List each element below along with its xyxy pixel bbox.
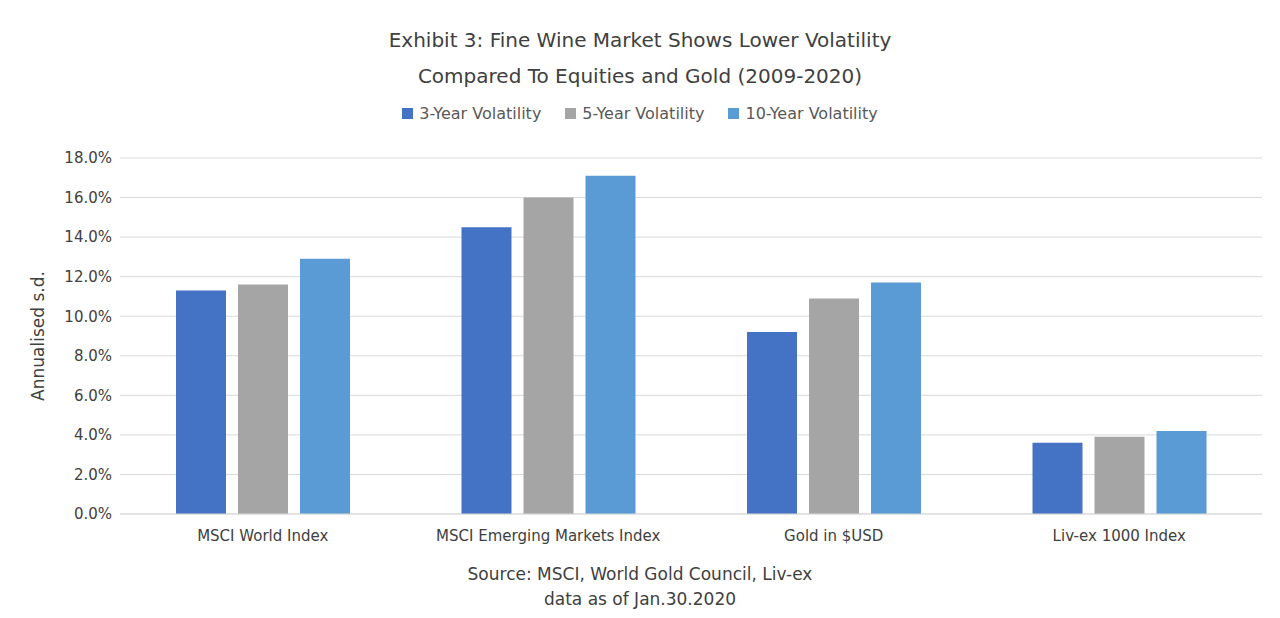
html-text:Source: MSCI, World Gold Counc: Source: MSCI, World Gold Council, Liv-ex <box>467 564 813 584</box>
svg-text:Gold in $USD: Gold in $USD <box>784 527 883 545</box>
svg-text:12.0%: 12.0% <box>64 268 112 286</box>
html-text:3-Year Volatility: 3-Year Volatility <box>419 104 542 123</box>
html-text:Exhibit 3: Fine Wine Market Sh: Exhibit 3: Fine Wine Market Shows Lower … <box>388 28 892 52</box>
svg-text:18.0%: 18.0% <box>64 149 112 167</box>
html-text:data as of Jan.30.2020: data as of Jan.30.2020 <box>544 589 736 609</box>
html-text:10-Year Volatility: 10-Year Volatility <box>745 104 878 123</box>
svg-text:8.0%: 8.0% <box>74 347 112 365</box>
svg-text:14.0%: 14.0% <box>64 228 112 246</box>
svg-text:4.0%: 4.0% <box>74 426 112 444</box>
html-text:Annualised s.d.: Annualised s.d. <box>28 271 48 401</box>
html-text:Compared To Equities and Gold: Compared To Equities and Gold (2009-2020… <box>417 64 863 88</box>
svg-text:0.0%: 0.0% <box>74 505 112 523</box>
svg-text:MSCI World Index: MSCI World Index <box>197 527 328 545</box>
svg-text:16.0%: 16.0% <box>64 189 112 207</box>
svg-text:10.0%: 10.0% <box>64 308 112 326</box>
svg-text:2.0%: 2.0% <box>74 466 112 484</box>
html-text:5-Year Volatility: 5-Year Volatility <box>582 104 705 123</box>
svg-text:6.0%: 6.0% <box>74 387 112 405</box>
svg-text:MSCI Emerging Markets Index: MSCI Emerging Markets Index <box>436 527 660 545</box>
svg-text:Liv-ex 1000 Index: Liv-ex 1000 Index <box>1053 527 1186 545</box>
